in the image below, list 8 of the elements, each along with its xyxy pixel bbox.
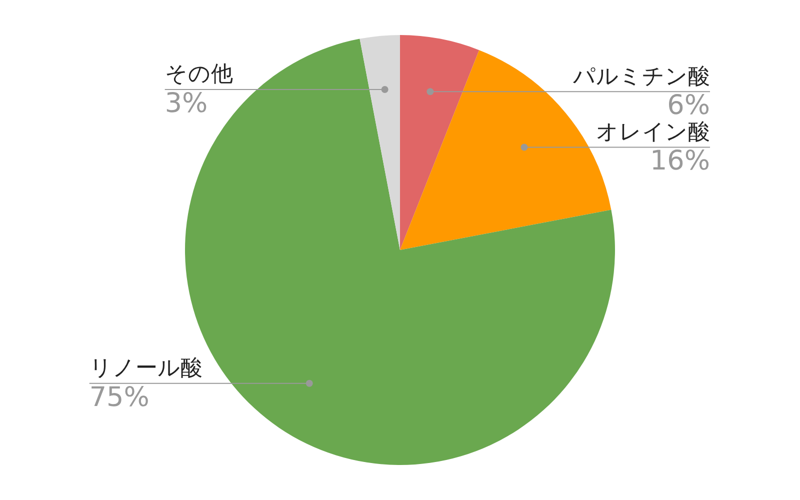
data-label: 6%: [667, 90, 710, 122]
slice-label: その他: [164, 62, 233, 88]
data-label: 16%: [650, 146, 710, 177]
data-label: 3%: [164, 88, 208, 119]
data-label: 75%: [89, 382, 150, 413]
slice-label: リノール酸: [89, 356, 202, 382]
slice-label: パルミチン酸: [572, 64, 710, 90]
slice-label: オレイン酸: [596, 120, 710, 145]
